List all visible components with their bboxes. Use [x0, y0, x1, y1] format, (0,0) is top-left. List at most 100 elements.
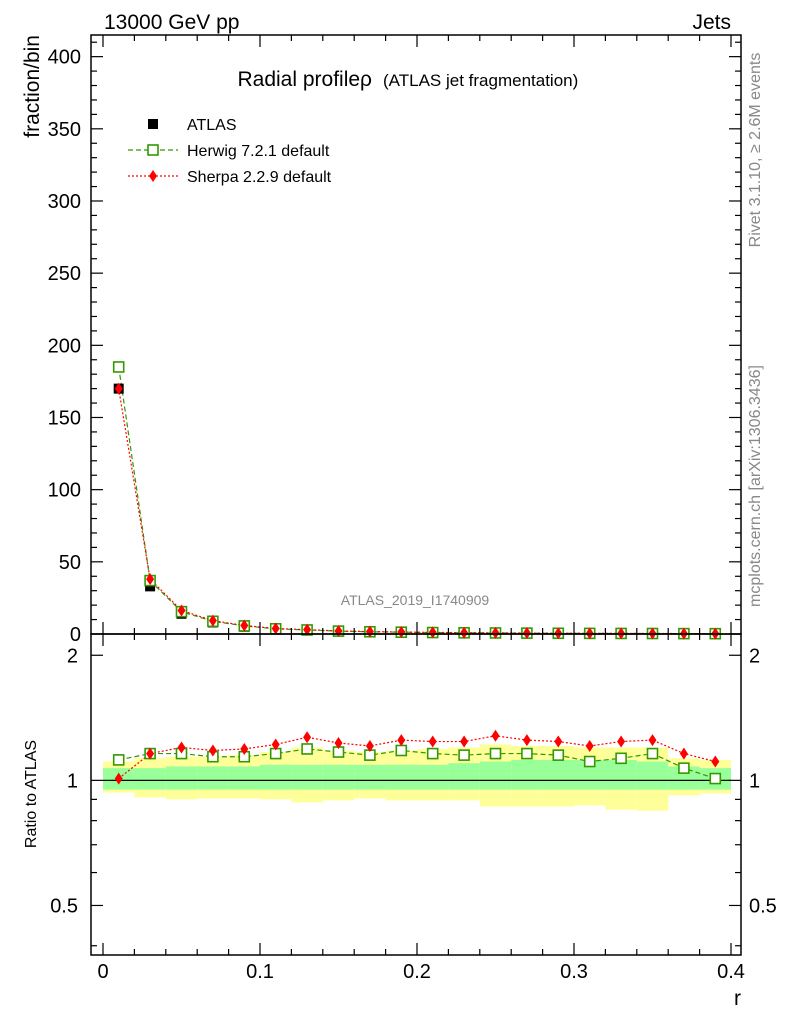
sherpa-point — [114, 382, 123, 395]
x-tick-label: 0.2 — [403, 961, 431, 983]
sherpa-point — [334, 736, 343, 749]
legend: ATLAS Herwig 7.2.1 default Sherpa 2.2.9 de… — [128, 117, 332, 186]
herwig-point — [583, 755, 596, 768]
sherpa-point — [271, 738, 280, 751]
sherpa-point — [617, 735, 626, 748]
herwig-point — [615, 752, 627, 765]
sherpa-point — [428, 626, 437, 639]
sherpa-ratio-line — [118, 735, 716, 780]
sherpa-point — [208, 744, 217, 757]
y-tick-label: 0 — [70, 624, 81, 646]
legend-label: Herwig 7.2.1 default — [187, 143, 330, 160]
sherpa-point — [460, 735, 469, 748]
uncertainty-band-inner — [385, 764, 417, 790]
uncertainty-band-inner — [322, 764, 355, 790]
sherpa-point — [460, 626, 469, 639]
sherpa-point — [271, 622, 280, 635]
sherpa-point — [554, 735, 563, 748]
sherpa-point — [711, 755, 720, 768]
sherpa-point — [522, 627, 531, 640]
herwig-point — [112, 754, 125, 766]
uncertainty-band-inner — [479, 761, 512, 790]
uncertainty-band-inner — [417, 764, 449, 790]
ratio-y-axis-label: Ratio to ATLAS — [23, 740, 40, 848]
sherpa-point — [303, 623, 312, 636]
sherpa-point — [114, 772, 123, 785]
herwig-point — [552, 749, 565, 761]
x-tick-label: 0 — [97, 961, 108, 983]
x-tick-label: 0.4 — [717, 961, 745, 983]
ratio-y-tick-label-left: 1 — [67, 770, 78, 792]
uncertainty-band-inner — [354, 764, 386, 790]
sherpa-point — [208, 614, 217, 627]
ratio-plot-panel: 0.5 0.51 12 2 0 0.1 0.2 0.3 0.4 Ratio to ATLAS … — [23, 633, 777, 1010]
header-left: 13000 GeV pp — [104, 11, 239, 34]
herwig-point — [426, 747, 439, 760]
ratio-y-tick-label-right: 0.5 — [749, 895, 777, 917]
sherpa-point — [648, 734, 657, 747]
uncertainty-band-inner — [260, 764, 292, 790]
sherpa-point — [240, 742, 249, 755]
uncertainty-band-inner — [197, 766, 229, 790]
uncertainty-band-inner — [448, 763, 480, 790]
uncertainty-band-inner — [542, 759, 574, 790]
herwig-point — [521, 747, 533, 760]
sherpa-point — [522, 734, 531, 747]
plot-title-sub: (ATLAS jet fragmentation) — [383, 71, 578, 90]
ratio-y-tick-label-left: 2 — [67, 645, 78, 667]
sherpa-point — [397, 734, 406, 747]
herwig-point — [678, 762, 690, 774]
analysis-watermark: ATLAS_2019_I1740909 — [341, 592, 490, 608]
sherpa-point — [146, 573, 155, 586]
herwig-point — [112, 361, 125, 373]
y-tick-label: 200 — [48, 335, 81, 357]
main-y-axis-label: fraction/bin — [21, 35, 44, 138]
ratio-y-tick-label-right: 1 — [749, 770, 760, 792]
sherpa-point — [303, 731, 312, 744]
herwig-point — [709, 772, 722, 785]
x-tick-label: 0.3 — [560, 961, 588, 983]
legend-label: ATLAS — [187, 117, 237, 134]
sherpa-point — [428, 735, 437, 748]
atlas-point — [148, 119, 158, 129]
y-tick-label: 150 — [48, 407, 81, 429]
herwig-point — [489, 747, 502, 760]
y-tick-label: 50 — [59, 552, 81, 574]
y-tick-label: 400 — [48, 47, 81, 69]
x-axis-label: r — [734, 987, 741, 1010]
uncertainty-band-inner — [228, 766, 260, 790]
herwig-point — [646, 747, 659, 760]
herwig-point — [301, 743, 313, 755]
herwig-point — [147, 144, 159, 156]
uncertainty-band-inner — [511, 759, 543, 790]
sherpa-point — [679, 747, 688, 760]
ratio-plot-frame — [90, 633, 742, 956]
ratio-y-tick-label-left: 0.5 — [50, 895, 78, 917]
legend-label: Sherpa 2.2.9 default — [187, 169, 332, 186]
uncertainty-band-inner — [605, 759, 637, 790]
header-right: Jets — [692, 11, 731, 34]
herwig-point — [458, 749, 470, 761]
y-tick-label: 300 — [48, 191, 81, 213]
sherpa-point — [177, 741, 186, 754]
sherpa-point — [240, 619, 249, 632]
x-tick-label: 0.1 — [246, 961, 274, 983]
sherpa-point — [491, 729, 500, 742]
sherpa-point — [177, 604, 186, 617]
sherpa-point — [554, 627, 563, 640]
sherpa-point — [146, 747, 155, 760]
y-tick-label: 350 — [48, 119, 81, 141]
uncertainty-band-inner — [636, 761, 669, 790]
plot-title-main: Radial profileρ — [237, 68, 372, 91]
main-plot-panel: 0 50 100 150 200 250 300 350 400 fraction/bin Ra… — [21, 34, 742, 646]
sherpa-point — [491, 626, 500, 639]
uncertainty-band-inner — [291, 764, 323, 790]
sherpa-point — [397, 626, 406, 639]
uncertainty-band-inner — [165, 766, 198, 790]
rivet-label: Rivet 3.1.10, ≥ 2.6M events — [747, 53, 764, 248]
herwig-point — [395, 744, 408, 757]
sherpa-point — [365, 739, 374, 752]
y-tick-label: 100 — [48, 480, 81, 502]
mcplots-label: mcplots.cern.ch [arXiv:1306.3436] — [747, 365, 764, 607]
